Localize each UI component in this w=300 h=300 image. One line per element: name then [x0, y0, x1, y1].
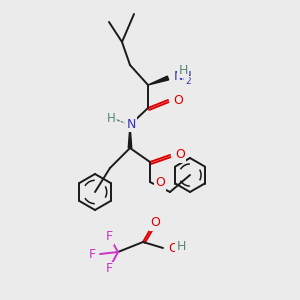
Text: F: F: [105, 230, 112, 244]
Text: O: O: [173, 94, 183, 106]
Text: H: H: [176, 239, 186, 253]
Polygon shape: [128, 125, 132, 148]
Polygon shape: [148, 76, 169, 85]
Text: NH: NH: [174, 70, 193, 83]
Text: O: O: [155, 176, 165, 190]
Text: F: F: [89, 248, 96, 260]
Text: H: H: [106, 112, 116, 124]
Text: O: O: [150, 217, 160, 230]
Text: H: H: [178, 64, 188, 76]
Text: F: F: [105, 262, 112, 275]
Text: O: O: [168, 242, 178, 256]
Text: 2: 2: [185, 76, 190, 85]
Text: O: O: [175, 148, 185, 161]
Text: N: N: [126, 118, 136, 130]
